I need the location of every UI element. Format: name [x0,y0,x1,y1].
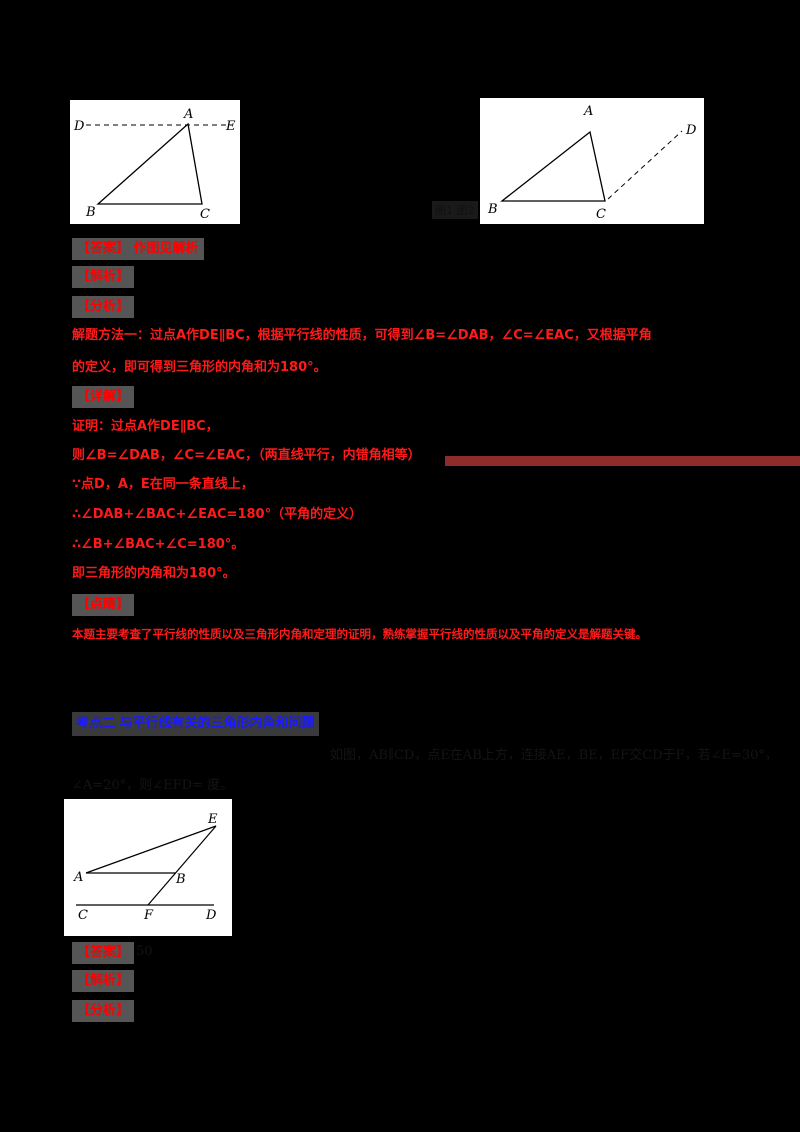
svg-text:D: D [205,908,217,923]
question-text-2: ∠A=20°，则∠EFD= 度。 [72,778,234,793]
analysis-text-2: 的定义，即可得到三角形的内角和为180°。 [72,360,327,375]
answer-label: 【答案】 作图见解析 [72,238,204,260]
svg-text:C: C [200,207,210,222]
point-label: 【点睛】 [72,594,135,616]
figure-triangle-parallel-cd: A B C D [480,98,704,224]
svg-text:F: F [143,908,154,923]
svg-text:E: E [225,119,236,134]
svg-text:A: A [583,104,593,119]
svg-text:C: C [596,207,606,222]
answer-value-2: 50 [136,944,153,959]
explain-label-2: 【解析】 [72,970,135,992]
explain-label: 【解析】 [72,266,135,288]
answer-label-2: 【答案】 [72,942,135,964]
figure-triangle-parallel-de: D A E B C [70,100,240,224]
svg-text:B: B [175,872,186,887]
svg-text:D: D [685,123,697,138]
detail-text-6: 即三角形的内角和为180°。 [72,566,236,581]
point-text: 本题主要考查了平行线的性质以及三角形内角和定理的证明，熟练掌握平行线的性质以及平… [72,627,647,641]
svg-text:A: A [73,870,83,885]
svg-text:A: A [183,107,193,122]
section-header: 考点二 与平行线有关的三角形内角和问题 [72,712,319,736]
detail-text-2: 则∠B=∠DAB，∠C=∠EAC，（两直线平行，内错角相等） [72,448,421,463]
question-text-1: 如图，AB∥CD，点E在AB上方，连接AE，BE，EF交CD于F，若∠E=30°… [330,748,778,763]
svg-text:C: C [78,908,88,923]
svg-text:E: E [207,812,218,827]
figure-caption: 图1 图2 [432,201,478,219]
detail-text-4: ∴∠DAB+∠BAC+∠EAC=180°（平角的定义） [72,507,363,522]
figure-parallel-lines: E A B C F D [64,799,232,936]
detail-text-3: ∵点D，A，E在同一条直线上， [72,477,254,492]
highlight-bar [445,456,800,466]
svg-text:B: B [85,205,96,220]
detail-text-1: 证明：过点A作DE∥BC， [72,419,219,434]
triangle-diagram-2: A B C D [487,104,697,222]
triangle-diagram-1: D A E B C [73,107,236,222]
detail-label: 【详解】 [72,386,135,408]
svg-text:D: D [73,119,85,134]
analysis-label-2: 【分析】 [72,1000,135,1022]
analysis-text-1: 解题方法一：过点A作DE∥BC，根据平行线的性质，可得到∠B=∠DAB，∠C=∠… [72,328,652,343]
parallel-diagram: E A B C F D [73,812,218,923]
svg-text:B: B [487,202,498,217]
analysis-label: 【分析】 [72,296,135,318]
detail-text-5: ∴∠B+∠BAC+∠C=180°。 [72,537,245,552]
